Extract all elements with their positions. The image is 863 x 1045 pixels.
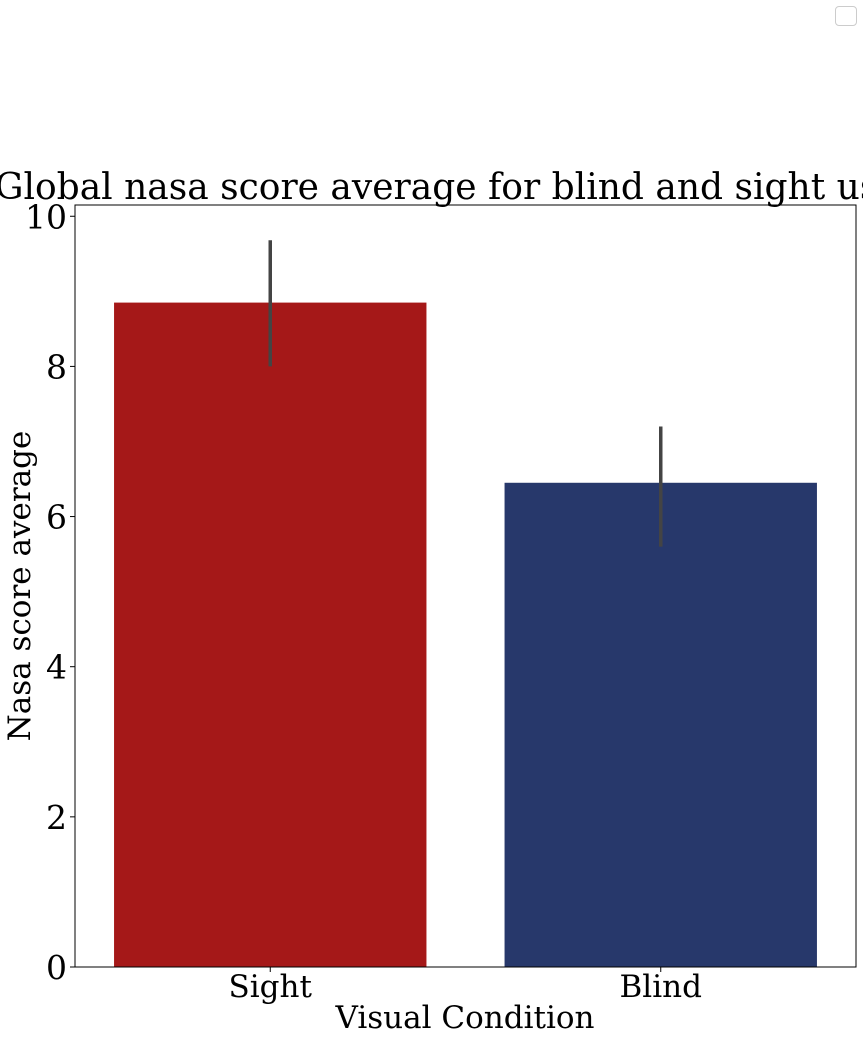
- x-axis-label: Visual Condition: [335, 1000, 595, 1036]
- y-tick-label: 10: [25, 197, 67, 236]
- y-ticks-group: 0 2 4 6 8 10: [25, 197, 75, 987]
- plot-frame: [74, 204, 857, 968]
- y-tick-label: 4: [46, 648, 67, 687]
- chart-title: Global nasa score average for blind and …: [0, 167, 863, 208]
- error-bars-group: [268, 240, 663, 547]
- y-tick-label: 6: [46, 498, 67, 537]
- bar-sight: [114, 302, 427, 967]
- y-axis-label: Nasa score average: [2, 431, 38, 742]
- y-tick-label: 2: [46, 798, 67, 837]
- y-tick-label: 8: [46, 347, 67, 386]
- legend: [835, 6, 857, 26]
- x-ticks-group: Sight Blind: [229, 967, 702, 1005]
- x-tick-label-blind: Blind: [620, 969, 702, 1005]
- bar-blind: [504, 482, 817, 967]
- bars-group: [114, 302, 817, 967]
- x-tick-label-sight: Sight: [229, 969, 313, 1005]
- y-tick-label: 0: [46, 948, 67, 987]
